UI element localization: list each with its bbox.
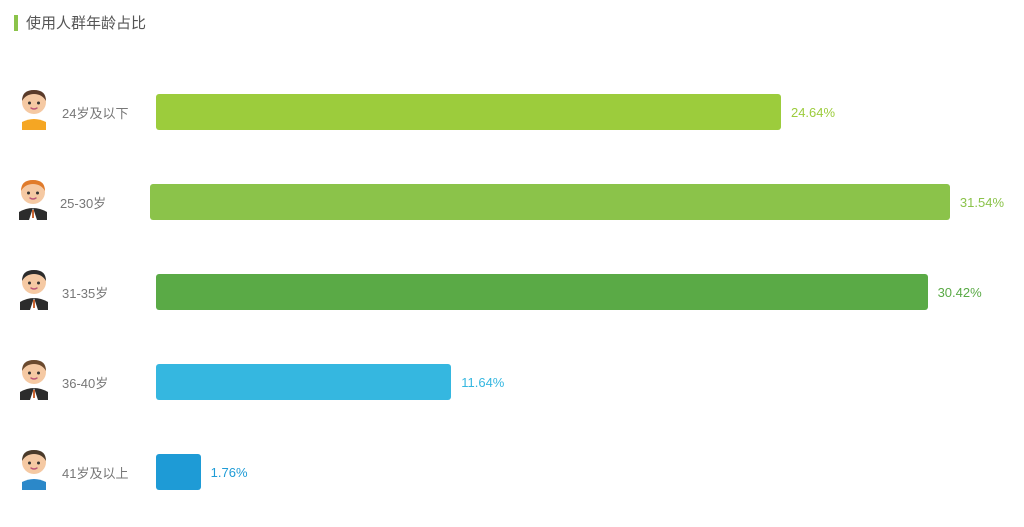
chart-row: 36-40岁 11.64% <box>10 337 1004 427</box>
person-icon <box>14 86 54 138</box>
chart-row: 24岁及以下 24.64% <box>10 67 1004 157</box>
chart-row: 31-35岁 30.42% <box>10 247 1004 337</box>
bar-track: 24.64% <box>156 94 1004 130</box>
person-icon <box>14 266 54 318</box>
bar <box>156 274 928 310</box>
bar-value: 11.64% <box>461 375 504 390</box>
bar-track: 30.42% <box>156 274 1004 310</box>
row-label: 36-40岁 <box>58 373 156 392</box>
bar-value: 30.42% <box>938 285 982 300</box>
row-label: 24岁及以下 <box>58 103 156 122</box>
avatar <box>10 266 58 318</box>
bar <box>150 184 950 220</box>
avatar <box>10 176 56 228</box>
avatar <box>10 446 58 498</box>
bar-value: 24.64% <box>791 105 835 120</box>
bar-track: 11.64% <box>156 364 1004 400</box>
row-label: 25-30岁 <box>56 193 150 212</box>
age-distribution-chart: 24岁及以下 24.64% 25-30岁 31.54% 31-35岁 30.42% 3… <box>0 33 1024 527</box>
bar <box>156 364 451 400</box>
avatar <box>10 356 58 408</box>
chart-title-wrap: 使用人群年龄占比 <box>0 0 1024 33</box>
bar <box>156 454 201 490</box>
row-label: 31-35岁 <box>58 283 156 302</box>
person-icon <box>14 356 54 408</box>
title-accent-bar <box>14 15 18 31</box>
bar-track: 1.76% <box>156 454 1004 490</box>
bar-value: 1.76% <box>211 465 248 480</box>
chart-title: 使用人群年龄占比 <box>26 12 146 33</box>
bar <box>156 94 781 130</box>
avatar <box>10 86 58 138</box>
person-icon <box>13 176 53 228</box>
row-label: 41岁及以上 <box>58 463 156 482</box>
bar-value: 31.54% <box>960 195 1004 210</box>
chart-row: 25-30岁 31.54% <box>10 157 1004 247</box>
person-icon <box>14 446 54 498</box>
bar-track: 31.54% <box>150 184 1004 220</box>
